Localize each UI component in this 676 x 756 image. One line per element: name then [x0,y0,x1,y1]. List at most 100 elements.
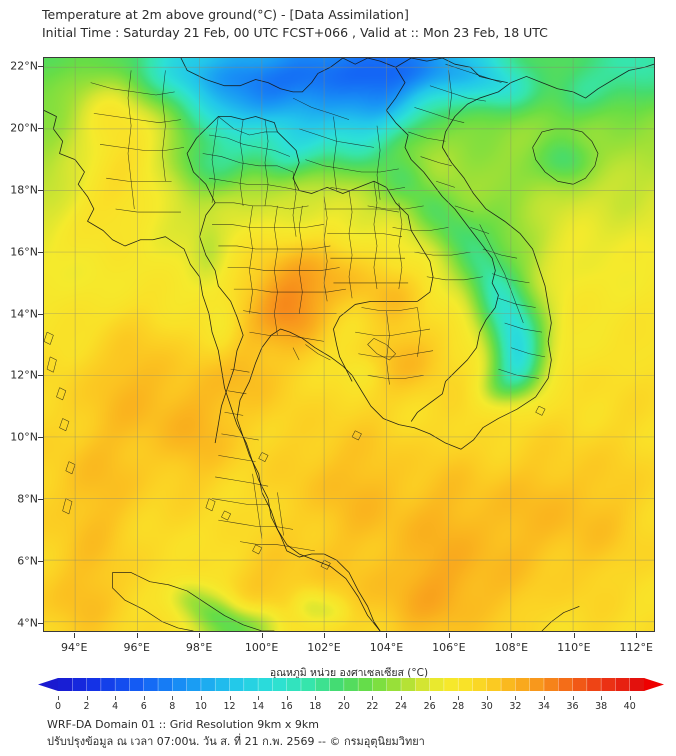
colorbar-tick-mark [286,696,288,700]
y-axis: 4°N 6°N 8°N 10°N 12°N 14°N 16°N 18°N 20°N 22°N [0,57,43,632]
colorbar-tick-mark [372,696,374,700]
colorbar-tick-mark [458,696,460,700]
x-tick-label: 108°E [494,641,529,654]
y-tick-label: 20°N [10,121,38,135]
colorbar-tick-label: 10 [194,701,207,712]
colorbar-cell [486,678,502,691]
colorbar-title: อุณหภูมิ หน่วย องศาเซลเซียส (°C) [269,667,429,679]
colorbar-tick-mark [486,696,488,700]
colorbar-tick-label: 28 [452,701,465,712]
colorbar-swatches [38,678,664,691]
colorbar-tick-label: 8 [169,701,176,712]
y-tick-mark [38,622,43,624]
colorbar-high-arrow [644,678,664,691]
x-tick-mark [199,633,201,638]
y-tick-label: 6°N [17,554,38,568]
colorbar-cell [401,678,416,691]
colorbar-tick-mark [86,696,88,700]
colorbar-tick-mark [629,696,631,700]
colorbar-tick-label: 36 [566,701,579,712]
temperature-field-canvas [44,58,654,631]
y-tick-mark [38,128,43,130]
colorbar-cell [629,678,645,691]
colorbar-cell [615,678,631,691]
colorbar-cell [429,678,445,691]
colorbar-cell [458,678,473,691]
colorbar-cell [58,678,73,691]
colorbar-cell [343,678,359,691]
colorbar-tick-label: 18 [309,701,322,712]
colorbar-tick-mark [572,696,574,700]
colorbar-tick-mark [401,696,403,700]
colorbar-cell [372,678,388,691]
colorbar-cell [315,678,330,691]
colorbar-cell [272,678,288,691]
colorbar-ticks: 0 2 4 6 8 10 12 14 16 18 20 22 24 26 28 30 32 34 36 38 40 [54,696,642,714]
colorbar-cell [529,678,545,691]
colorbar-cell [115,678,130,691]
x-tick-label: 112°E [619,641,653,654]
x-tick-mark [511,633,513,638]
colorbar-cell [386,678,402,691]
x-tick-mark [324,633,326,638]
colorbar-tick-label: 6 [140,701,147,712]
colorbar-tick-mark [229,696,231,700]
chart-header: Temperature at 2m above ground(°C) - [Da… [42,6,662,42]
colorbar-tick-label: 34 [537,701,550,712]
y-tick-label: 4°N [17,616,38,630]
colorbar-tick-label: 0 [54,701,62,712]
colorbar-cell [129,678,145,691]
colorbar-cell [501,678,516,691]
colorbar-tick-mark [58,696,59,700]
colorbar-tick-label: 30 [480,701,493,712]
x-tick-label: 102°E [307,641,341,654]
colorbar-tick-label: 22 [366,701,379,712]
colorbar-tick-label: 14 [252,701,265,712]
x-tick-mark [261,633,263,638]
y-tick-label: 10°N [10,430,38,444]
colorbar-cell [586,678,602,691]
y-tick-mark [38,437,43,439]
colorbar-cell [558,678,573,691]
colorbar-tick-mark [200,696,202,700]
colorbar-low-arrow [38,678,58,691]
y-tick-mark [38,499,43,501]
colorbar-tick-label: 12 [223,701,236,712]
colorbar-cell [443,678,459,691]
x-tick-label: 110°E [557,641,591,654]
x-tick-label: 98°E [185,641,213,654]
colorbar-tick-label: 32 [509,701,522,712]
colorbar-tick-mark [601,696,603,700]
colorbar-cell [415,678,431,691]
x-tick-mark [136,633,138,638]
y-tick-label: 14°N [10,307,38,321]
x-tick-label: 106°E [432,641,466,654]
colorbar-tick-mark [343,696,345,700]
x-tick-mark [636,633,638,638]
colorbar-tick-label: 26 [423,701,436,712]
colorbar-cell [300,678,316,691]
y-tick-mark [38,251,43,253]
y-tick-mark [38,375,43,377]
colorbar-cell [172,678,188,691]
colorbar-tick-label: 4 [112,701,119,712]
colorbar-tick-mark [115,696,117,700]
temperature-map[interactable] [43,57,655,632]
colorbar-cell [515,678,531,691]
y-tick-label: 16°N [10,245,38,259]
x-tick-label: 104°E [369,641,404,654]
chart-subtitle: Initial Time : Saturday 21 Feb, 00 UTC F… [42,25,548,40]
colorbar-cell [572,678,588,691]
colorbar-cell [601,678,616,691]
colorbar-tick-mark [543,696,545,700]
colorbar-cell [329,678,345,691]
colorbar[interactable] [38,676,664,696]
colorbar-tick-label: 24 [394,701,408,712]
x-tick-label: 94°E [60,641,88,654]
y-tick-label: 12°N [10,368,38,382]
colorbar-tick-mark [429,696,431,700]
x-tick-label: 100°E [244,641,279,654]
colorbar-tick-label: 16 [280,701,293,712]
colorbar-cell [543,678,559,691]
colorbar-cell [143,678,159,691]
